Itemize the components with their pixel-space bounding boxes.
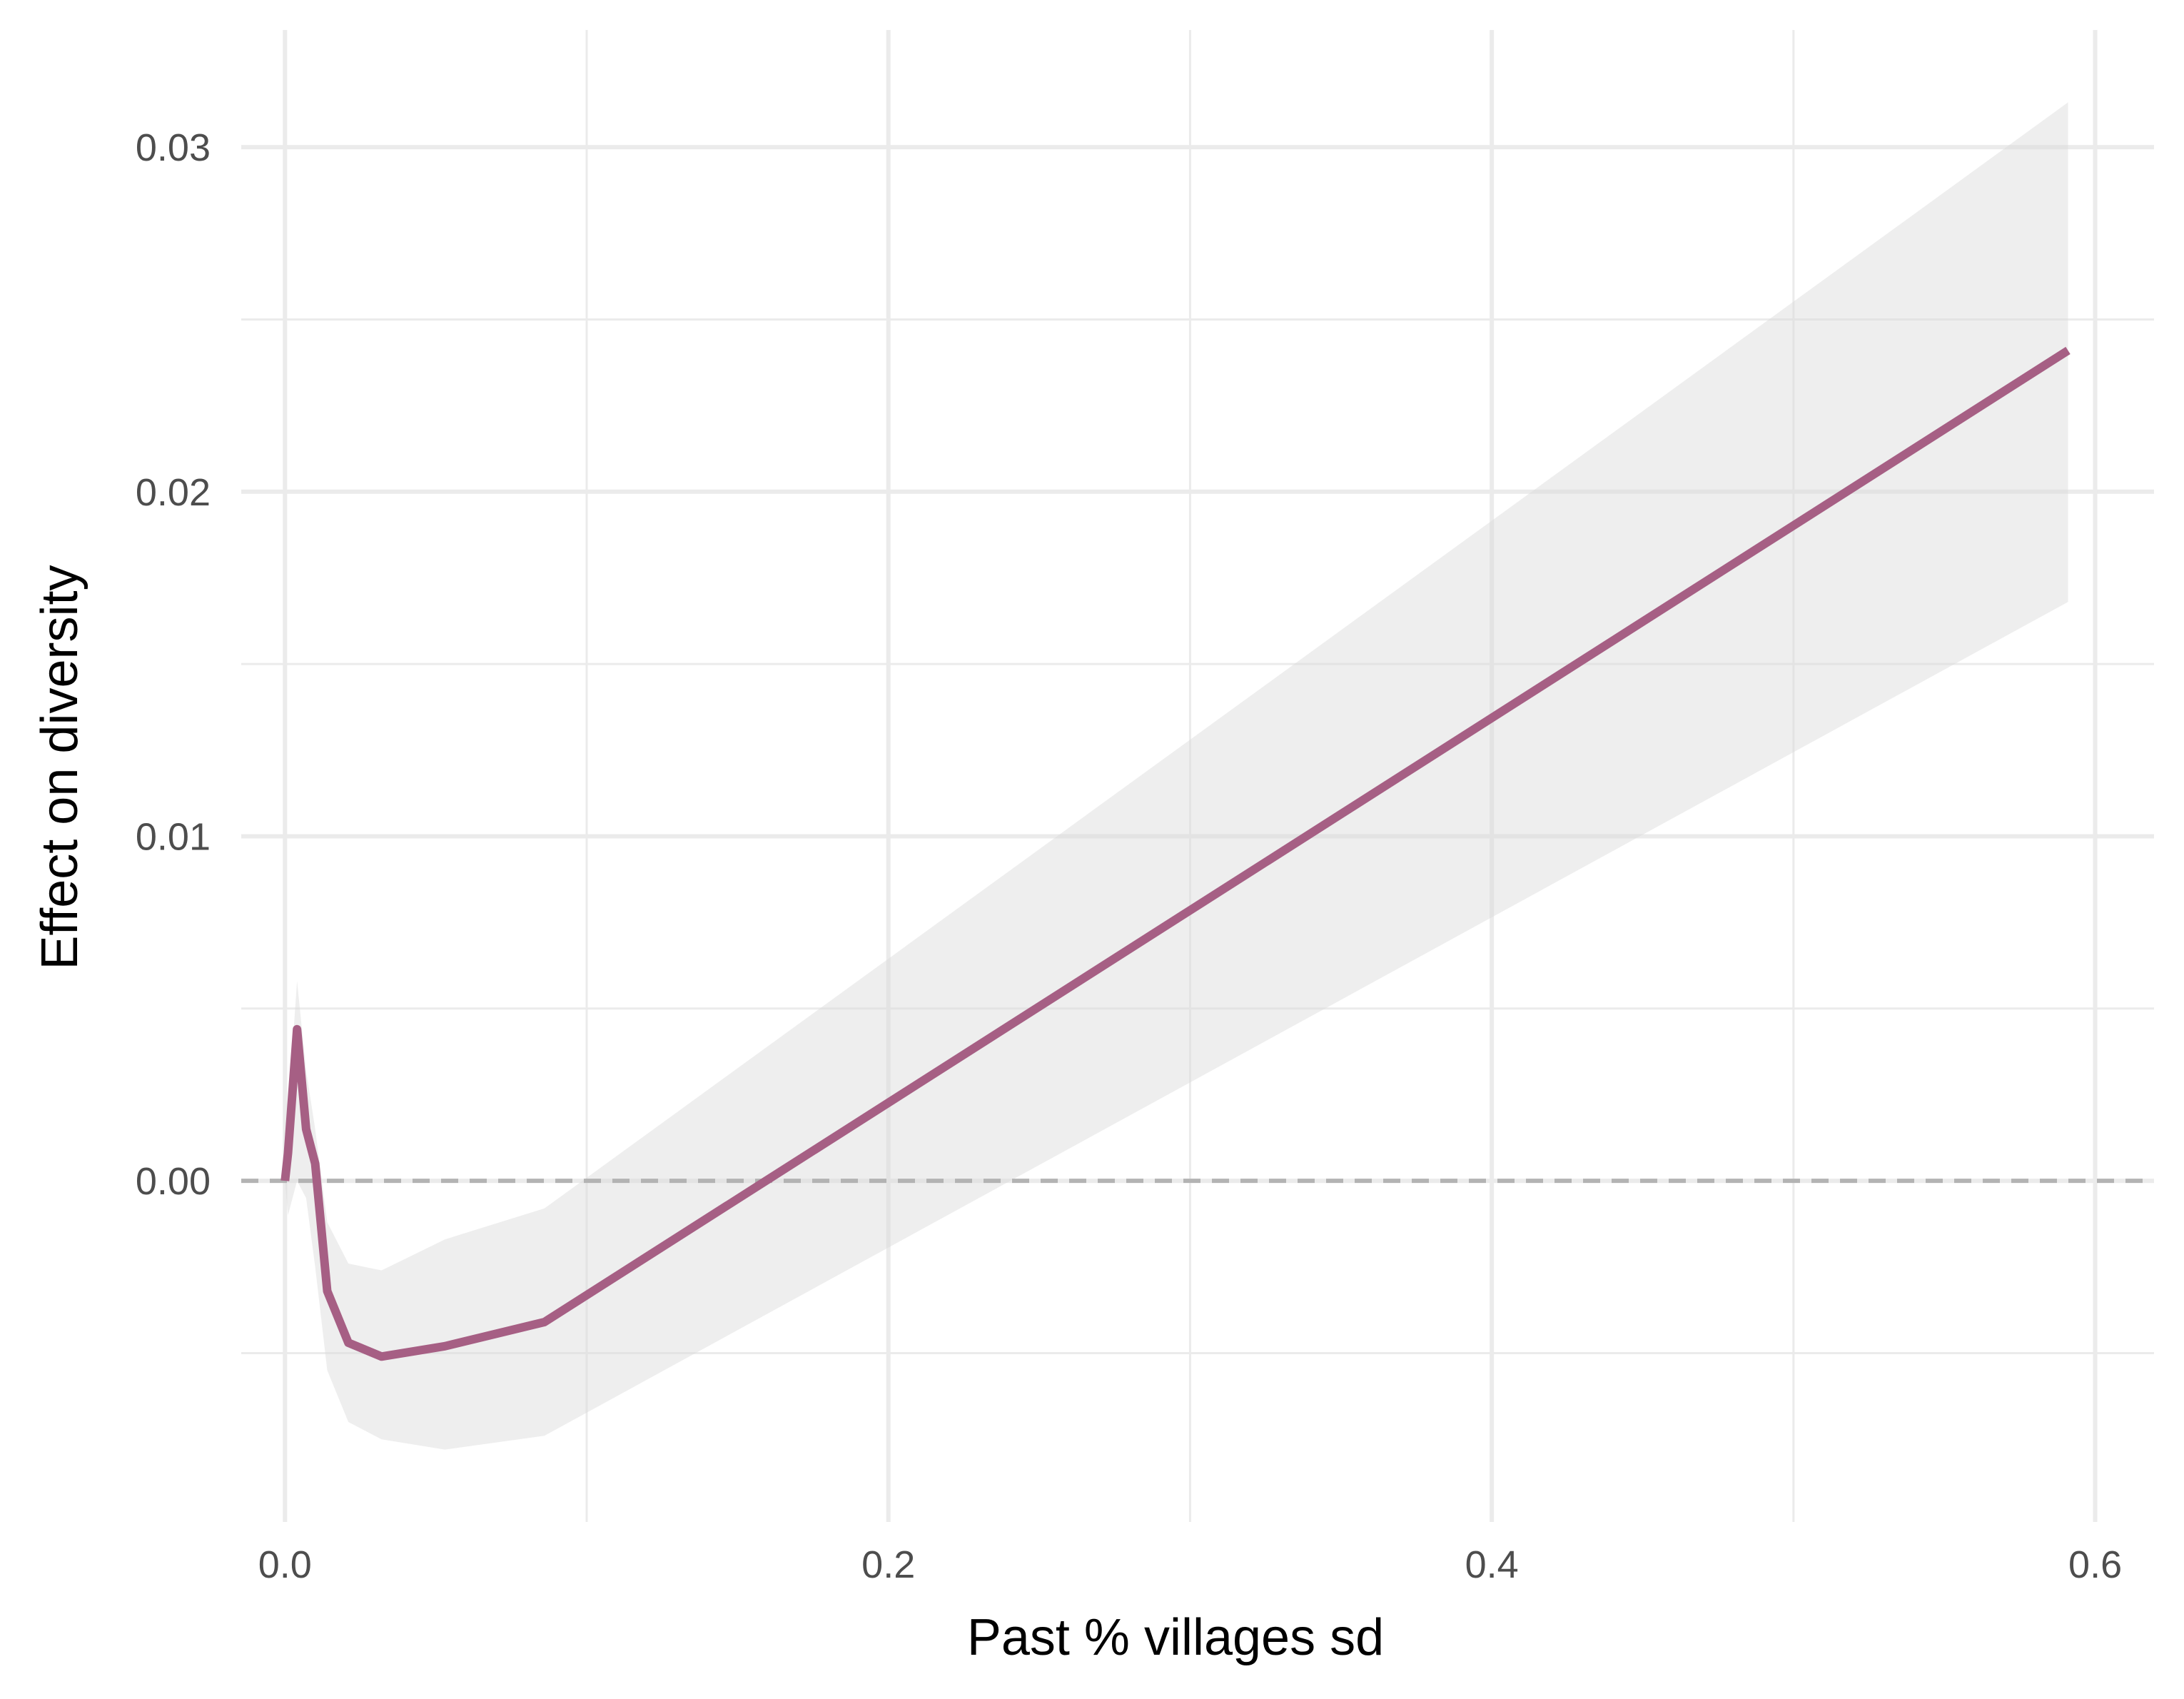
y-tick-label: 0.00 (136, 1160, 211, 1203)
x-axis-title: Past % villages sd (967, 1609, 1384, 1666)
y-tick-label: 0.01 (136, 815, 211, 858)
x-tick-label: 0.2 (861, 1543, 915, 1586)
effect-line (280, 346, 2071, 1361)
x-tick-label: 0.6 (2068, 1543, 2122, 1586)
y-tick-labels: 0.00 0.01 0.02 0.03 (136, 126, 211, 1203)
y-axis-title: Effect on diversity (31, 565, 89, 970)
series-line-layer (280, 346, 2071, 1361)
grid-layer (241, 30, 2154, 1522)
confidence-band (285, 102, 2068, 1450)
x-tick-labels: 0.0 0.2 0.4 0.6 (258, 1543, 2122, 1586)
confidence-band-layer (285, 102, 2068, 1450)
y-tick-label: 0.02 (136, 471, 211, 514)
x-tick-label: 0.0 (258, 1543, 312, 1586)
x-tick-label: 0.4 (1465, 1543, 1519, 1586)
y-tick-label: 0.03 (136, 126, 211, 169)
